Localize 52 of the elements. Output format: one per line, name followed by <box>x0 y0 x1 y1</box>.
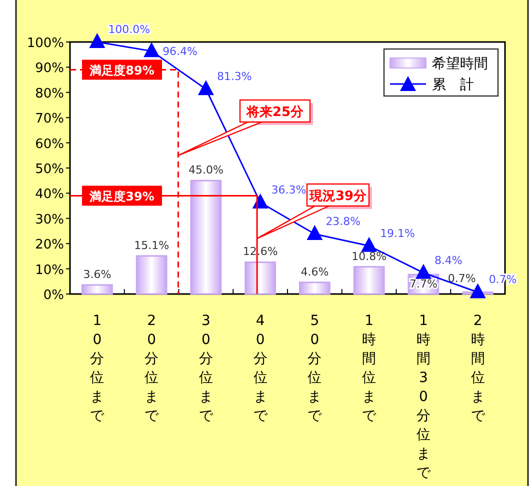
x-tick-label: 20分位まで <box>144 313 160 424</box>
data-label: 23.8% <box>326 215 361 228</box>
y-tick-label: 20% <box>35 238 64 253</box>
x-tick-label: 30分位まで <box>198 313 214 424</box>
bar <box>190 180 222 295</box>
ref-line-label: 満足度39% <box>88 190 154 204</box>
ref-line-label: 満足度89% <box>88 64 154 78</box>
bar <box>136 255 168 295</box>
data-label: 15.1% <box>134 238 170 252</box>
y-tick-label: 50% <box>35 162 64 177</box>
y-tick-label: 80% <box>35 86 64 102</box>
bar <box>81 284 113 295</box>
data-label: 4.6% <box>300 265 329 278</box>
point <box>198 80 214 96</box>
annotation: 将来25分 <box>245 105 305 120</box>
data-label: 8.4% <box>434 254 462 267</box>
y-tick-label: 0% <box>43 288 64 303</box>
point <box>415 264 432 279</box>
point <box>144 42 160 58</box>
data-label: 96.4% <box>162 45 198 58</box>
point <box>306 225 323 240</box>
y-tick-label: 30% <box>35 212 64 228</box>
data-label: 3.6% <box>83 268 112 281</box>
annotation: 現況39分 <box>308 189 368 204</box>
y-tick-label: 70% <box>35 112 64 127</box>
data-label: 36.3% <box>271 184 306 197</box>
data-label: 45.0% <box>188 164 224 177</box>
point <box>89 33 106 48</box>
data-label: 10.8% <box>352 250 387 263</box>
x-tick-label: 2時間位まで <box>470 313 486 424</box>
x-tick-label: 50分位まで <box>308 313 323 424</box>
x-tick-label: 1時間位まで <box>362 313 378 424</box>
x-tick-label: 40分位まで <box>253 313 268 424</box>
data-label: 0.7% <box>448 272 476 286</box>
y-tick-label: 60% <box>35 136 64 152</box>
y-tick-label: 90% <box>35 61 64 76</box>
data-label: 81.3% <box>216 70 252 84</box>
legend-label: 希望時間 <box>432 56 488 72</box>
data-label: 100.0% <box>108 23 150 36</box>
point <box>361 236 378 252</box>
y-tick-label: 100% <box>26 36 64 51</box>
x-tick-label: 10分位まで <box>90 313 106 424</box>
data-label: 7.7% <box>409 278 438 291</box>
y-tick-label: 10% <box>35 262 64 278</box>
bar <box>244 262 276 295</box>
bar <box>298 282 330 295</box>
legend-label: 累 計 <box>432 77 474 93</box>
y-tick-label: 40% <box>35 187 64 202</box>
category-label: 1時間30分位まで <box>416 313 430 481</box>
data-label: 19.1% <box>380 226 416 240</box>
bar <box>353 266 385 295</box>
point <box>470 283 486 298</box>
